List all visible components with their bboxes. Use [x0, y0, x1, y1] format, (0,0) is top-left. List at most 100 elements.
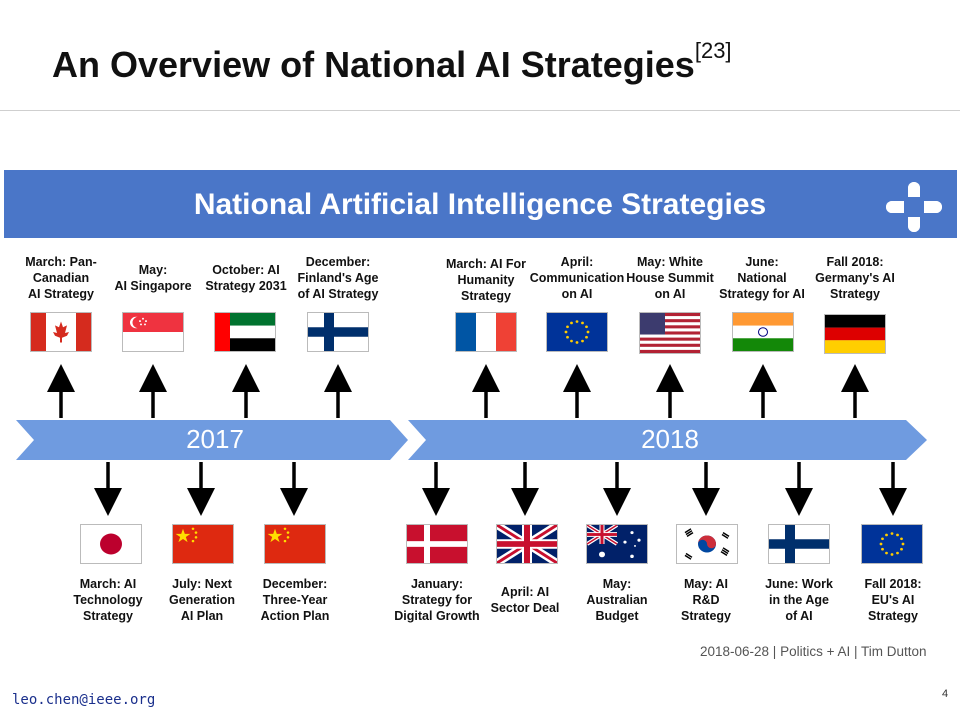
caption-line: Strategy: [680, 609, 732, 623]
eu-flag: [861, 524, 923, 564]
caption-line: on AI: [654, 287, 686, 301]
australia-flag: [586, 524, 648, 564]
caption-line: March: Pan-: [25, 255, 97, 269]
event-caption: April: Communication on AI: [527, 254, 627, 302]
india-flag: [732, 312, 794, 352]
usa-flag: [639, 312, 701, 354]
caption-line: on AI: [561, 287, 593, 301]
caption-line: National: [737, 271, 787, 285]
caption-line: Strategy: [829, 287, 881, 301]
caption-line: AI Plan: [180, 609, 224, 623]
caption-line: May:: [602, 577, 632, 591]
finland-flag: [768, 524, 830, 564]
caption-line: Australian: [586, 593, 648, 607]
uk-flag: [496, 524, 558, 564]
citation: [23]: [694, 38, 732, 63]
caption-line: Communication: [529, 271, 625, 285]
event-caption: March: Pan- Canadian AI Strategy: [11, 254, 111, 302]
caption-line: Strategy: [867, 609, 919, 623]
caption-line: EU's AI: [871, 593, 915, 607]
china-flag: [172, 524, 234, 564]
germany-flag: [824, 314, 886, 354]
slide-title: An Overview of National AI Strategies[23…: [52, 38, 732, 86]
caption-line: April: AI: [500, 585, 550, 599]
event-caption: May: White House Summit on AI: [620, 254, 720, 302]
event-caption: May: Australian Budget: [567, 576, 667, 624]
year-2018-label: 2018: [641, 424, 699, 454]
caption-line: June: Work: [765, 577, 833, 591]
caption-line: AI Singapore: [114, 279, 192, 293]
author-email[interactable]: leo.chen@ieee.org: [12, 692, 156, 708]
event-caption: January: Strategy for Digital Growth: [387, 576, 487, 624]
caption-line: March: AI For: [445, 257, 527, 271]
page-number: 4: [942, 688, 949, 700]
caption-line: AI Strategy: [28, 287, 94, 301]
france-flag: [455, 312, 517, 352]
caption-line: April:: [560, 255, 594, 269]
event-caption: Fall 2018: Germany's AI Strategy: [805, 254, 905, 302]
caption-line: Digital Growth: [394, 609, 480, 623]
uae-flag: [214, 312, 276, 352]
event-caption: July: Next Generation AI Plan: [152, 576, 252, 624]
caption-line: Sector Deal: [490, 601, 560, 615]
caption-line: Finland's Age: [297, 271, 379, 285]
caption-line: October: AI: [212, 263, 280, 277]
event-caption: May: AI R&D Strategy: [656, 576, 756, 624]
event-caption: December: Finland's Age of AI Strategy: [288, 254, 388, 302]
caption-line: Budget: [595, 609, 639, 623]
caption-line: Action Plan: [260, 609, 330, 623]
caption-line: Germany's AI: [815, 271, 895, 285]
caption-line: Technology: [73, 593, 143, 607]
caption-line: Generation: [169, 593, 235, 607]
caption-line: January:: [410, 577, 464, 591]
event-caption: October: AI Strategy 2031: [196, 262, 296, 294]
caption-line: Fall 2018:: [864, 577, 922, 591]
banner-title: National Artificial Intelligence Strateg…: [193, 188, 767, 221]
caption-line: Strategy: [460, 289, 512, 303]
caption-line: of AI Strategy: [297, 287, 379, 301]
event-caption: December: Three-Year Action Plan: [245, 576, 345, 624]
japan-flag: [80, 524, 142, 564]
canada-flag: [30, 312, 92, 352]
event-caption: April: AI Sector Deal: [475, 584, 575, 616]
finland-flag: [307, 312, 369, 352]
caption-line: in the Age: [769, 593, 829, 607]
caption-line: Canadian: [32, 271, 90, 285]
caption-line: May: White: [637, 255, 703, 269]
caption-line: R&D: [692, 593, 720, 607]
caption-line: Three-Year: [262, 593, 328, 607]
banner: [4, 170, 957, 238]
caption-line: May: AI: [684, 577, 728, 591]
caption-line: Strategy 2031: [205, 279, 287, 293]
singapore-flag: [122, 312, 184, 352]
slide-title-text: An Overview of National AI Strategies: [52, 44, 695, 85]
timeline-segment-2018: [408, 420, 927, 460]
event-caption: June: National Strategy for AI: [712, 254, 812, 302]
caption-line: December:: [262, 577, 328, 591]
caption-line: July: Next: [172, 577, 232, 591]
timeline-segment-2017: [16, 420, 408, 460]
caption-line: Strategy: [82, 609, 134, 623]
caption-line: Strategy for: [401, 593, 473, 607]
caption-line: June:: [745, 255, 779, 269]
caption-line: December:: [305, 255, 371, 269]
caption-line: Strategy for AI: [719, 287, 805, 301]
caption-line: Fall 2018:: [826, 255, 884, 269]
year-2017-label: 2017: [186, 424, 244, 454]
event-caption: March: AI Technology Strategy: [58, 576, 158, 624]
caption-line: of AI: [785, 609, 813, 623]
event-caption: March: AI For Humanity Strategy: [436, 256, 536, 304]
title-divider: [0, 110, 960, 111]
event-caption: May: AI Singapore: [103, 262, 203, 294]
china-flag: [264, 524, 326, 564]
event-caption: June: Work in the Age of AI: [749, 576, 849, 624]
south-korea-flag: [676, 524, 738, 564]
event-caption: Fall 2018: EU's AI Strategy: [843, 576, 943, 624]
caption-line: March: AI: [79, 577, 137, 591]
eu-flag: [546, 312, 608, 352]
denmark-flag: [406, 524, 468, 564]
source-line: 2018-06-28 | Politics + AI | Tim Dutton: [700, 644, 927, 659]
timeline-bar: [16, 420, 927, 460]
caption-line: Humanity: [457, 273, 515, 287]
caption-line: May:: [138, 263, 168, 277]
